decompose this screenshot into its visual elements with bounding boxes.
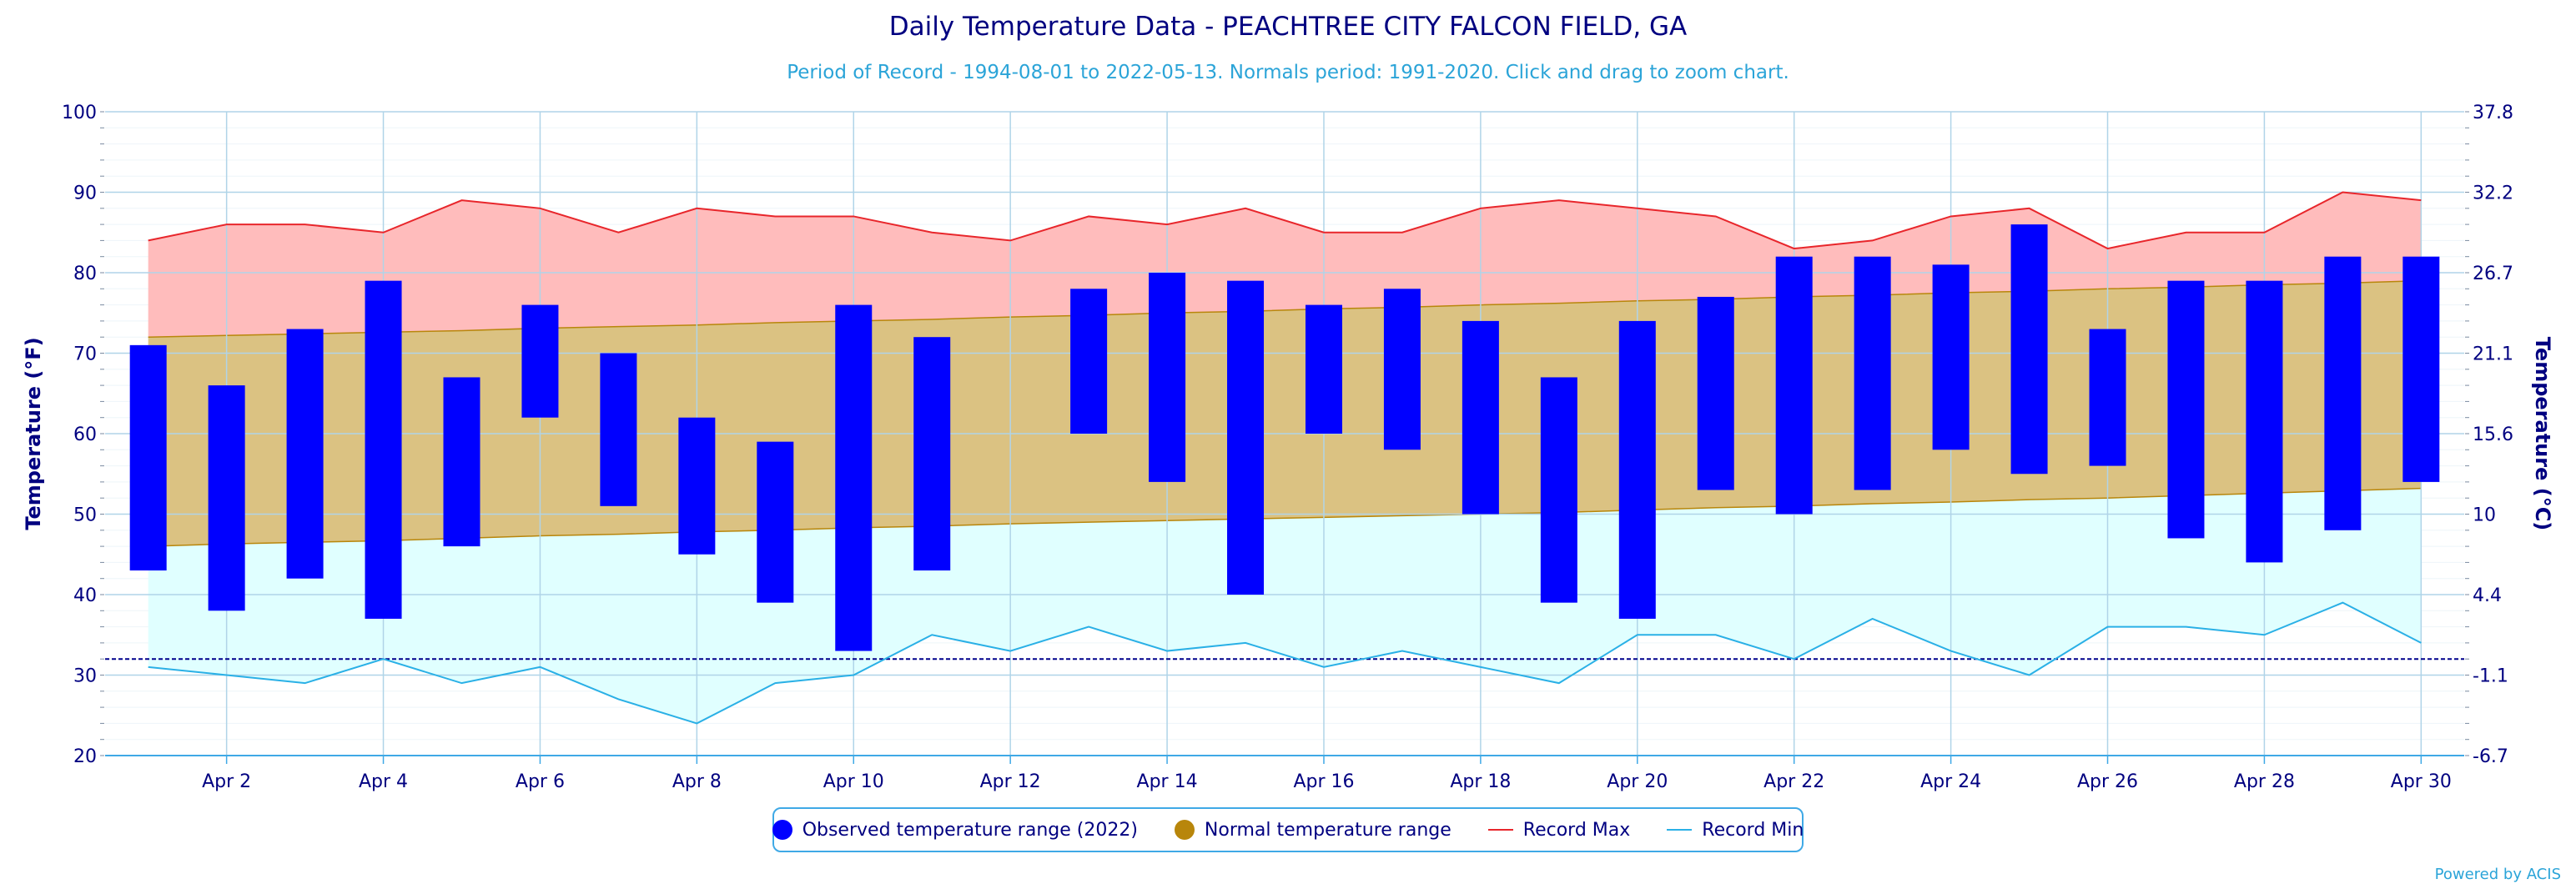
y-right-axis-title: Temperature (°C) — [2531, 337, 2554, 531]
observed-bar — [1932, 264, 1970, 450]
x-tick-label: Apr 26 — [2077, 771, 2138, 792]
x-tick-label: Apr 6 — [516, 771, 565, 792]
normal-low-line — [148, 487, 2422, 547]
observed-bar — [835, 304, 873, 651]
observed-bar — [1697, 296, 1734, 490]
x-tick-label: Apr 4 — [359, 771, 408, 792]
y-axis-title: Temperature (°F) — [22, 337, 45, 530]
x-tick-label: Apr 10 — [823, 771, 884, 792]
observed-bar — [1149, 273, 1186, 482]
normal-range-area — [148, 280, 2422, 547]
x-tick-label: Apr 20 — [1607, 771, 1668, 792]
legend-normal-marker — [1174, 820, 1195, 840]
observed-bar — [2402, 256, 2440, 482]
observed-bar — [1854, 256, 1891, 490]
observed-bar — [443, 377, 480, 547]
observed-bar — [600, 353, 637, 506]
observed-bar — [1618, 320, 1656, 619]
observed-bar — [913, 337, 951, 571]
y-tick-label: 60 — [73, 424, 97, 445]
x-tick-label: Apr 18 — [1450, 771, 1511, 792]
observed-bar — [286, 329, 324, 579]
observed-bar — [2246, 280, 2283, 563]
record-max-area — [148, 192, 2422, 338]
y-tick-label: 30 — [73, 666, 97, 687]
observed-bar — [1070, 289, 1108, 434]
y-right-tick-label: 4.4 — [2473, 585, 2502, 606]
y-right-tick-label: 32.2 — [2473, 183, 2513, 204]
observed-bar — [2324, 256, 2362, 530]
legend-item-record-max[interactable]: Record Max — [1487, 819, 1631, 841]
observed-bar — [1383, 289, 1421, 450]
observed-bar — [365, 280, 402, 619]
observed-bar — [757, 441, 794, 603]
observed-bar — [1775, 256, 1813, 515]
observed-bar — [2167, 280, 2205, 539]
observed-bar — [1305, 304, 1342, 434]
x-tick-label: Apr 28 — [2234, 771, 2295, 792]
y-right-tick-label: 37.8 — [2473, 103, 2513, 123]
y-right-tick-label: -6.7 — [2473, 746, 2508, 767]
x-tick-label: Apr 22 — [1763, 771, 1824, 792]
plot-area[interactable]: 20 30 40 50 60 70 80 90 100 -6.7 -1.1 4.4 10 15.6 21.1… — [0, 0, 2576, 801]
credits-link[interactable]: Powered by ACIS — [2434, 866, 2561, 883]
x-tick-label: Apr 2 — [202, 771, 251, 792]
y-tick-label: 80 — [73, 264, 97, 284]
x-tick-label: Apr 24 — [1920, 771, 1981, 792]
y-tick-label: 100 — [62, 103, 97, 123]
chart-title: Daily Temperature Data - PEACHTREE CITY … — [888, 12, 1688, 42]
y-tick-label: 20 — [73, 746, 97, 767]
observed-bar — [2089, 329, 2126, 466]
x-tick-label: Apr 30 — [2391, 771, 2452, 792]
legend-item-normal[interactable]: Normal temperature range — [1174, 819, 1452, 841]
chart-subtitle: Period of Record - 1994-08-01 to 2022-05… — [787, 62, 1789, 83]
observed-bar — [129, 344, 167, 571]
legend-record-min-marker — [1667, 829, 1693, 831]
legend-observed-label: Observed temperature range (2022) — [802, 819, 1138, 841]
y-right-tick-label: 26.7 — [2473, 264, 2513, 284]
chart-legend: Observed temperature range (2022) Normal… — [772, 807, 1804, 852]
legend-item-observed[interactable]: Observed temperature range (2022) — [772, 820, 1138, 841]
y-right-tick-label: -1.1 — [2473, 666, 2508, 687]
record-min-area — [148, 488, 2422, 724]
record-max-line — [148, 191, 2422, 250]
legend-record-min-label: Record Min — [1702, 819, 1804, 841]
y-tick-label: 40 — [73, 585, 97, 606]
legend-item-record-min[interactable]: Record Min — [1667, 820, 1804, 841]
observed-bar — [678, 417, 716, 555]
legend-record-max-label: Record Max — [1522, 819, 1631, 841]
legend-record-max-marker — [1487, 829, 1513, 831]
y-right-tick-label: 21.1 — [2473, 344, 2513, 365]
x-tick-label: Apr 14 — [1137, 771, 1198, 792]
observed-bar — [1462, 320, 1499, 515]
observed-bar — [1227, 280, 1265, 595]
y-tick-label: 90 — [73, 183, 97, 204]
x-tick-label: Apr 12 — [980, 771, 1041, 792]
y-tick-label: 70 — [73, 344, 97, 365]
observed-bar — [2010, 224, 2048, 475]
y-tick-label: 50 — [73, 505, 97, 526]
y-right-tick-label: 10 — [2473, 505, 2496, 526]
observed-bar — [208, 385, 245, 611]
observed-bar — [521, 304, 559, 418]
y-right-tick-label: 15.6 — [2473, 424, 2513, 445]
legend-observed-marker — [772, 820, 792, 840]
x-tick-label: Apr 16 — [1293, 771, 1354, 792]
observed-bar — [1540, 377, 1577, 603]
x-tick-label: Apr 8 — [672, 771, 722, 792]
record-min-line — [148, 601, 2422, 725]
legend-normal-label: Normal temperature range — [1204, 819, 1452, 841]
